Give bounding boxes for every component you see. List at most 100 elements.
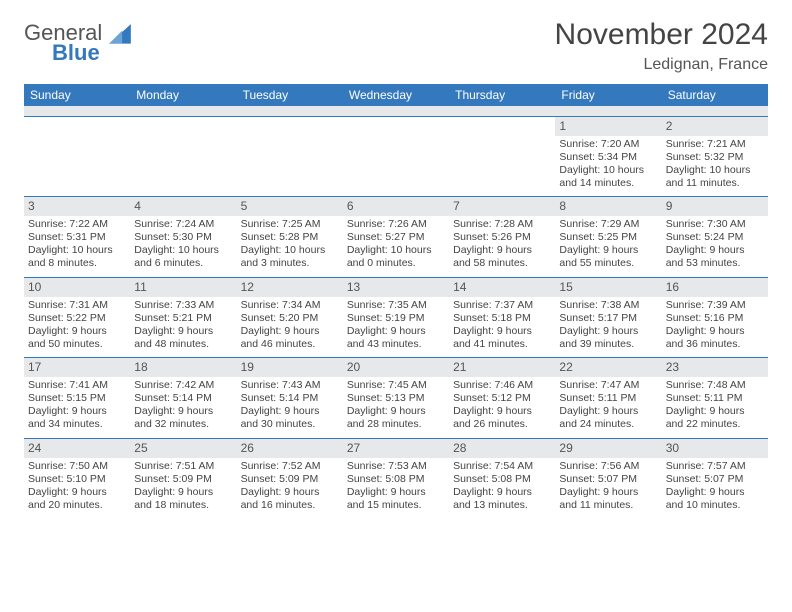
daylight2-text: and 50 minutes. (28, 338, 126, 351)
daylight2-text: and 26 minutes. (453, 418, 551, 431)
sunrise-text: Sunrise: 7:47 AM (559, 379, 657, 392)
daylight1-text: Daylight: 9 hours (347, 405, 445, 418)
day-number: 27 (343, 439, 449, 458)
day-body: Sunrise: 7:46 AMSunset: 5:12 PMDaylight:… (449, 377, 555, 438)
sunrise-text: Sunrise: 7:22 AM (28, 218, 126, 231)
day-number: 28 (449, 439, 555, 458)
calendar-week: 1Sunrise: 7:20 AMSunset: 5:34 PMDaylight… (24, 116, 768, 197)
sunrise-text: Sunrise: 7:37 AM (453, 299, 551, 312)
sunrise-text: Sunrise: 7:28 AM (453, 218, 551, 231)
day-number: 1 (555, 117, 661, 136)
day-number: 30 (662, 439, 768, 458)
weekday-header: Wednesday (343, 84, 449, 106)
daylight1-text: Daylight: 9 hours (666, 325, 764, 338)
calendar-cell: 30Sunrise: 7:57 AMSunset: 5:07 PMDayligh… (662, 438, 768, 518)
calendar-cell: 4Sunrise: 7:24 AMSunset: 5:30 PMDaylight… (130, 197, 236, 278)
daylight2-text: and 22 minutes. (666, 418, 764, 431)
title-block: November 2024 Ledignan, France (555, 18, 768, 74)
daylight2-text: and 28 minutes. (347, 418, 445, 431)
daylight2-text: and 3 minutes. (241, 257, 339, 270)
day-body: Sunrise: 7:47 AMSunset: 5:11 PMDaylight:… (555, 377, 661, 438)
sunset-text: Sunset: 5:07 PM (559, 473, 657, 486)
calendar-cell: 15Sunrise: 7:38 AMSunset: 5:17 PMDayligh… (555, 277, 661, 358)
calendar-week: 17Sunrise: 7:41 AMSunset: 5:15 PMDayligh… (24, 358, 768, 439)
day-body: Sunrise: 7:30 AMSunset: 5:24 PMDaylight:… (662, 216, 768, 277)
daylight2-text: and 53 minutes. (666, 257, 764, 270)
daylight1-text: Daylight: 9 hours (666, 405, 764, 418)
daylight2-text: and 48 minutes. (134, 338, 232, 351)
daylight1-text: Daylight: 9 hours (347, 325, 445, 338)
day-body: Sunrise: 7:48 AMSunset: 5:11 PMDaylight:… (662, 377, 768, 438)
sunrise-text: Sunrise: 7:35 AM (347, 299, 445, 312)
weekday-header: Friday (555, 84, 661, 106)
calendar-cell: 1Sunrise: 7:20 AMSunset: 5:34 PMDaylight… (555, 116, 661, 197)
sunrise-text: Sunrise: 7:34 AM (241, 299, 339, 312)
sunrise-text: Sunrise: 7:21 AM (666, 138, 764, 151)
day-body: Sunrise: 7:56 AMSunset: 5:07 PMDaylight:… (555, 458, 661, 519)
sunrise-text: Sunrise: 7:53 AM (347, 460, 445, 473)
sunrise-text: Sunrise: 7:38 AM (559, 299, 657, 312)
day-body: Sunrise: 7:50 AMSunset: 5:10 PMDaylight:… (24, 458, 130, 519)
day-body: Sunrise: 7:25 AMSunset: 5:28 PMDaylight:… (237, 216, 343, 277)
sunset-text: Sunset: 5:09 PM (241, 473, 339, 486)
day-body: Sunrise: 7:31 AMSunset: 5:22 PMDaylight:… (24, 297, 130, 358)
daylight2-text: and 55 minutes. (559, 257, 657, 270)
daylight2-text: and 8 minutes. (28, 257, 126, 270)
sunrise-text: Sunrise: 7:57 AM (666, 460, 764, 473)
sunset-text: Sunset: 5:18 PM (453, 312, 551, 325)
sunrise-text: Sunrise: 7:51 AM (134, 460, 232, 473)
daylight2-text: and 36 minutes. (666, 338, 764, 351)
daylight2-text: and 30 minutes. (241, 418, 339, 431)
sunrise-text: Sunrise: 7:33 AM (134, 299, 232, 312)
sunset-text: Sunset: 5:19 PM (347, 312, 445, 325)
sunset-text: Sunset: 5:20 PM (241, 312, 339, 325)
sunrise-text: Sunrise: 7:31 AM (28, 299, 126, 312)
day-number: 6 (343, 197, 449, 216)
day-number: 2 (662, 117, 768, 136)
day-body: Sunrise: 7:51 AMSunset: 5:09 PMDaylight:… (130, 458, 236, 519)
daylight2-text: and 41 minutes. (453, 338, 551, 351)
sunrise-text: Sunrise: 7:43 AM (241, 379, 339, 392)
day-number: 23 (662, 358, 768, 377)
weekday-header: Tuesday (237, 84, 343, 106)
weekday-row: Sunday Monday Tuesday Wednesday Thursday… (24, 84, 768, 106)
daylight1-text: Daylight: 9 hours (28, 325, 126, 338)
daylight2-text: and 39 minutes. (559, 338, 657, 351)
daylight1-text: Daylight: 10 hours (559, 164, 657, 177)
day-body: Sunrise: 7:42 AMSunset: 5:14 PMDaylight:… (130, 377, 236, 438)
daylight2-text: and 11 minutes. (559, 499, 657, 512)
daylight1-text: Daylight: 9 hours (559, 244, 657, 257)
daylight2-text: and 0 minutes. (347, 257, 445, 270)
daylight1-text: Daylight: 9 hours (134, 405, 232, 418)
day-body: Sunrise: 7:26 AMSunset: 5:27 PMDaylight:… (343, 216, 449, 277)
sunrise-text: Sunrise: 7:29 AM (559, 218, 657, 231)
day-body: Sunrise: 7:20 AMSunset: 5:34 PMDaylight:… (555, 136, 661, 197)
day-number: 24 (24, 439, 130, 458)
sunset-text: Sunset: 5:13 PM (347, 392, 445, 405)
calendar-cell: 27Sunrise: 7:53 AMSunset: 5:08 PMDayligh… (343, 438, 449, 518)
sunrise-text: Sunrise: 7:25 AM (241, 218, 339, 231)
sunrise-text: Sunrise: 7:52 AM (241, 460, 339, 473)
sunset-text: Sunset: 5:11 PM (559, 392, 657, 405)
day-number: 21 (449, 358, 555, 377)
daylight2-text: and 46 minutes. (241, 338, 339, 351)
day-number: 20 (343, 358, 449, 377)
daylight1-text: Daylight: 10 hours (666, 164, 764, 177)
sunset-text: Sunset: 5:34 PM (559, 151, 657, 164)
calendar-cell: 12Sunrise: 7:34 AMSunset: 5:20 PMDayligh… (237, 277, 343, 358)
day-body: Sunrise: 7:54 AMSunset: 5:08 PMDaylight:… (449, 458, 555, 519)
day-number: 14 (449, 278, 555, 297)
daylight1-text: Daylight: 10 hours (134, 244, 232, 257)
sunset-text: Sunset: 5:32 PM (666, 151, 764, 164)
sunrise-text: Sunrise: 7:26 AM (347, 218, 445, 231)
sunset-text: Sunset: 5:22 PM (28, 312, 126, 325)
daylight1-text: Daylight: 9 hours (347, 486, 445, 499)
sunrise-text: Sunrise: 7:56 AM (559, 460, 657, 473)
day-number: 18 (130, 358, 236, 377)
calendar-cell: 21Sunrise: 7:46 AMSunset: 5:12 PMDayligh… (449, 358, 555, 439)
daylight2-text: and 32 minutes. (134, 418, 232, 431)
weekday-header: Monday (130, 84, 236, 106)
day-number: 29 (555, 439, 661, 458)
calendar-cell: 18Sunrise: 7:42 AMSunset: 5:14 PMDayligh… (130, 358, 236, 439)
sunset-text: Sunset: 5:21 PM (134, 312, 232, 325)
